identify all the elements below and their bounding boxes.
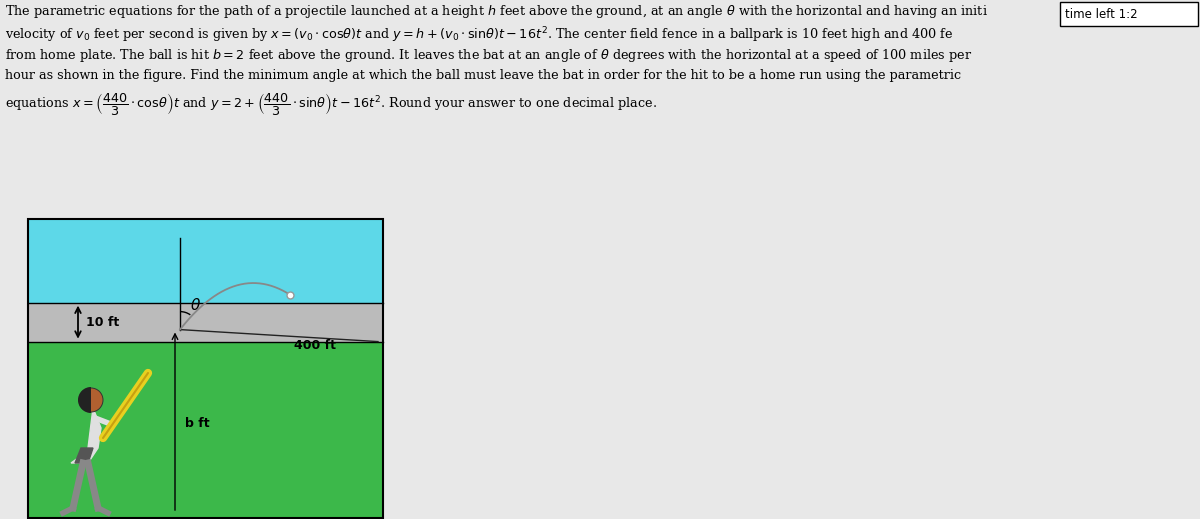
Circle shape (79, 388, 103, 412)
Polygon shape (74, 448, 94, 463)
Polygon shape (71, 408, 101, 463)
Text: velocity of $v_0$ feet per second is given by $x = (v_0 \cdot \mathrm{cos}\theta: velocity of $v_0$ feet per second is giv… (5, 25, 953, 45)
Text: 10 ft: 10 ft (86, 316, 119, 329)
Wedge shape (78, 387, 91, 413)
Text: time left 1:2: time left 1:2 (1066, 7, 1138, 20)
Text: equations $x = \left(\dfrac{440}{3}\cdot\mathrm{cos}\theta\right)t$ and $y = 2+\: equations $x = \left(\dfrac{440}{3}\cdot… (5, 91, 658, 117)
Text: $\theta$: $\theta$ (190, 296, 202, 312)
Text: The parametric equations for the path of a projectile launched at a height $h$ f: The parametric equations for the path of… (5, 3, 988, 20)
Bar (28, 342, 383, 518)
Text: hour as shown in the figure. Find the minimum angle at which the ball must leave: hour as shown in the figure. Find the mi… (5, 69, 961, 82)
Bar (28, 219, 383, 303)
Text: from home plate. The ball is hit $b = 2$ feet above the ground. It leaves the ba: from home plate. The ball is hit $b = 2$… (5, 47, 972, 64)
Text: b ft: b ft (185, 417, 210, 430)
FancyBboxPatch shape (1060, 2, 1198, 26)
Bar (28, 303, 383, 342)
Text: 400 ft: 400 ft (294, 339, 336, 352)
Bar (28, 219, 383, 518)
